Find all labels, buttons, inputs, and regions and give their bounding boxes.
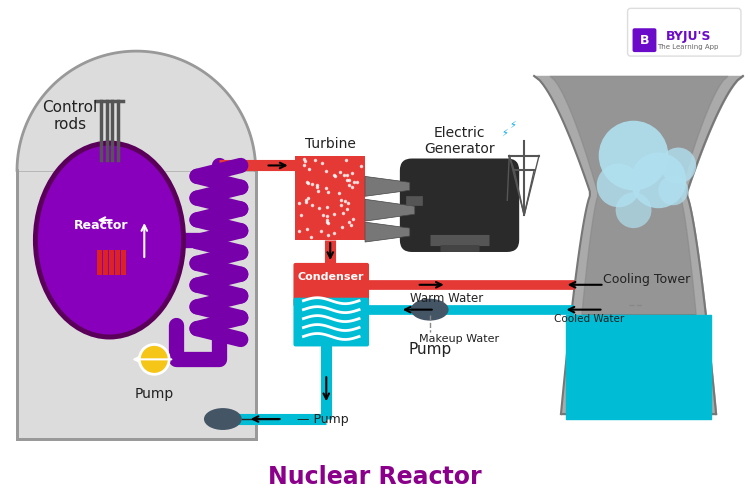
Circle shape bbox=[661, 148, 696, 183]
Text: B: B bbox=[640, 34, 650, 47]
Text: Control
rods: Control rods bbox=[42, 99, 98, 132]
Text: Warm Water: Warm Water bbox=[410, 292, 483, 305]
Bar bbox=[109, 250, 114, 275]
Circle shape bbox=[598, 121, 668, 190]
Ellipse shape bbox=[204, 408, 242, 430]
Text: The Learning App: The Learning App bbox=[658, 44, 719, 50]
Bar bbox=[97, 250, 102, 275]
Text: — Pump: — Pump bbox=[298, 412, 349, 426]
Text: Nuclear Reactor: Nuclear Reactor bbox=[268, 465, 482, 489]
Text: Cooled Water: Cooled Water bbox=[554, 314, 624, 324]
Circle shape bbox=[597, 163, 640, 207]
Text: Pump: Pump bbox=[134, 387, 174, 401]
FancyBboxPatch shape bbox=[293, 263, 369, 307]
Text: Turbine: Turbine bbox=[304, 137, 355, 150]
Text: ⚡: ⚡ bbox=[501, 128, 508, 138]
Ellipse shape bbox=[38, 146, 181, 335]
Text: ⚡: ⚡ bbox=[509, 120, 516, 130]
Ellipse shape bbox=[33, 141, 186, 340]
Text: Reactor: Reactor bbox=[74, 219, 129, 232]
Bar bbox=[103, 250, 108, 275]
Circle shape bbox=[140, 345, 170, 374]
FancyBboxPatch shape bbox=[628, 8, 741, 56]
Text: Pump: Pump bbox=[408, 342, 452, 357]
Text: Cooling Tower: Cooling Tower bbox=[603, 273, 690, 286]
FancyBboxPatch shape bbox=[632, 28, 656, 52]
Text: Makeup Water: Makeup Water bbox=[419, 335, 500, 345]
Circle shape bbox=[616, 193, 652, 228]
Polygon shape bbox=[17, 51, 256, 170]
Polygon shape bbox=[365, 222, 410, 242]
Bar bbox=[17, 170, 256, 439]
Circle shape bbox=[658, 175, 688, 205]
Bar bbox=[121, 250, 126, 275]
Text: BYJU'S: BYJU'S bbox=[665, 30, 711, 43]
FancyBboxPatch shape bbox=[400, 158, 519, 252]
Text: Condenser: Condenser bbox=[298, 272, 364, 282]
Bar bbox=[115, 250, 120, 275]
FancyBboxPatch shape bbox=[296, 155, 365, 240]
Text: Electric
Generator: Electric Generator bbox=[424, 126, 495, 156]
Polygon shape bbox=[365, 176, 410, 197]
Polygon shape bbox=[365, 199, 415, 221]
FancyBboxPatch shape bbox=[293, 297, 369, 346]
Circle shape bbox=[631, 152, 686, 208]
Ellipse shape bbox=[411, 298, 448, 321]
